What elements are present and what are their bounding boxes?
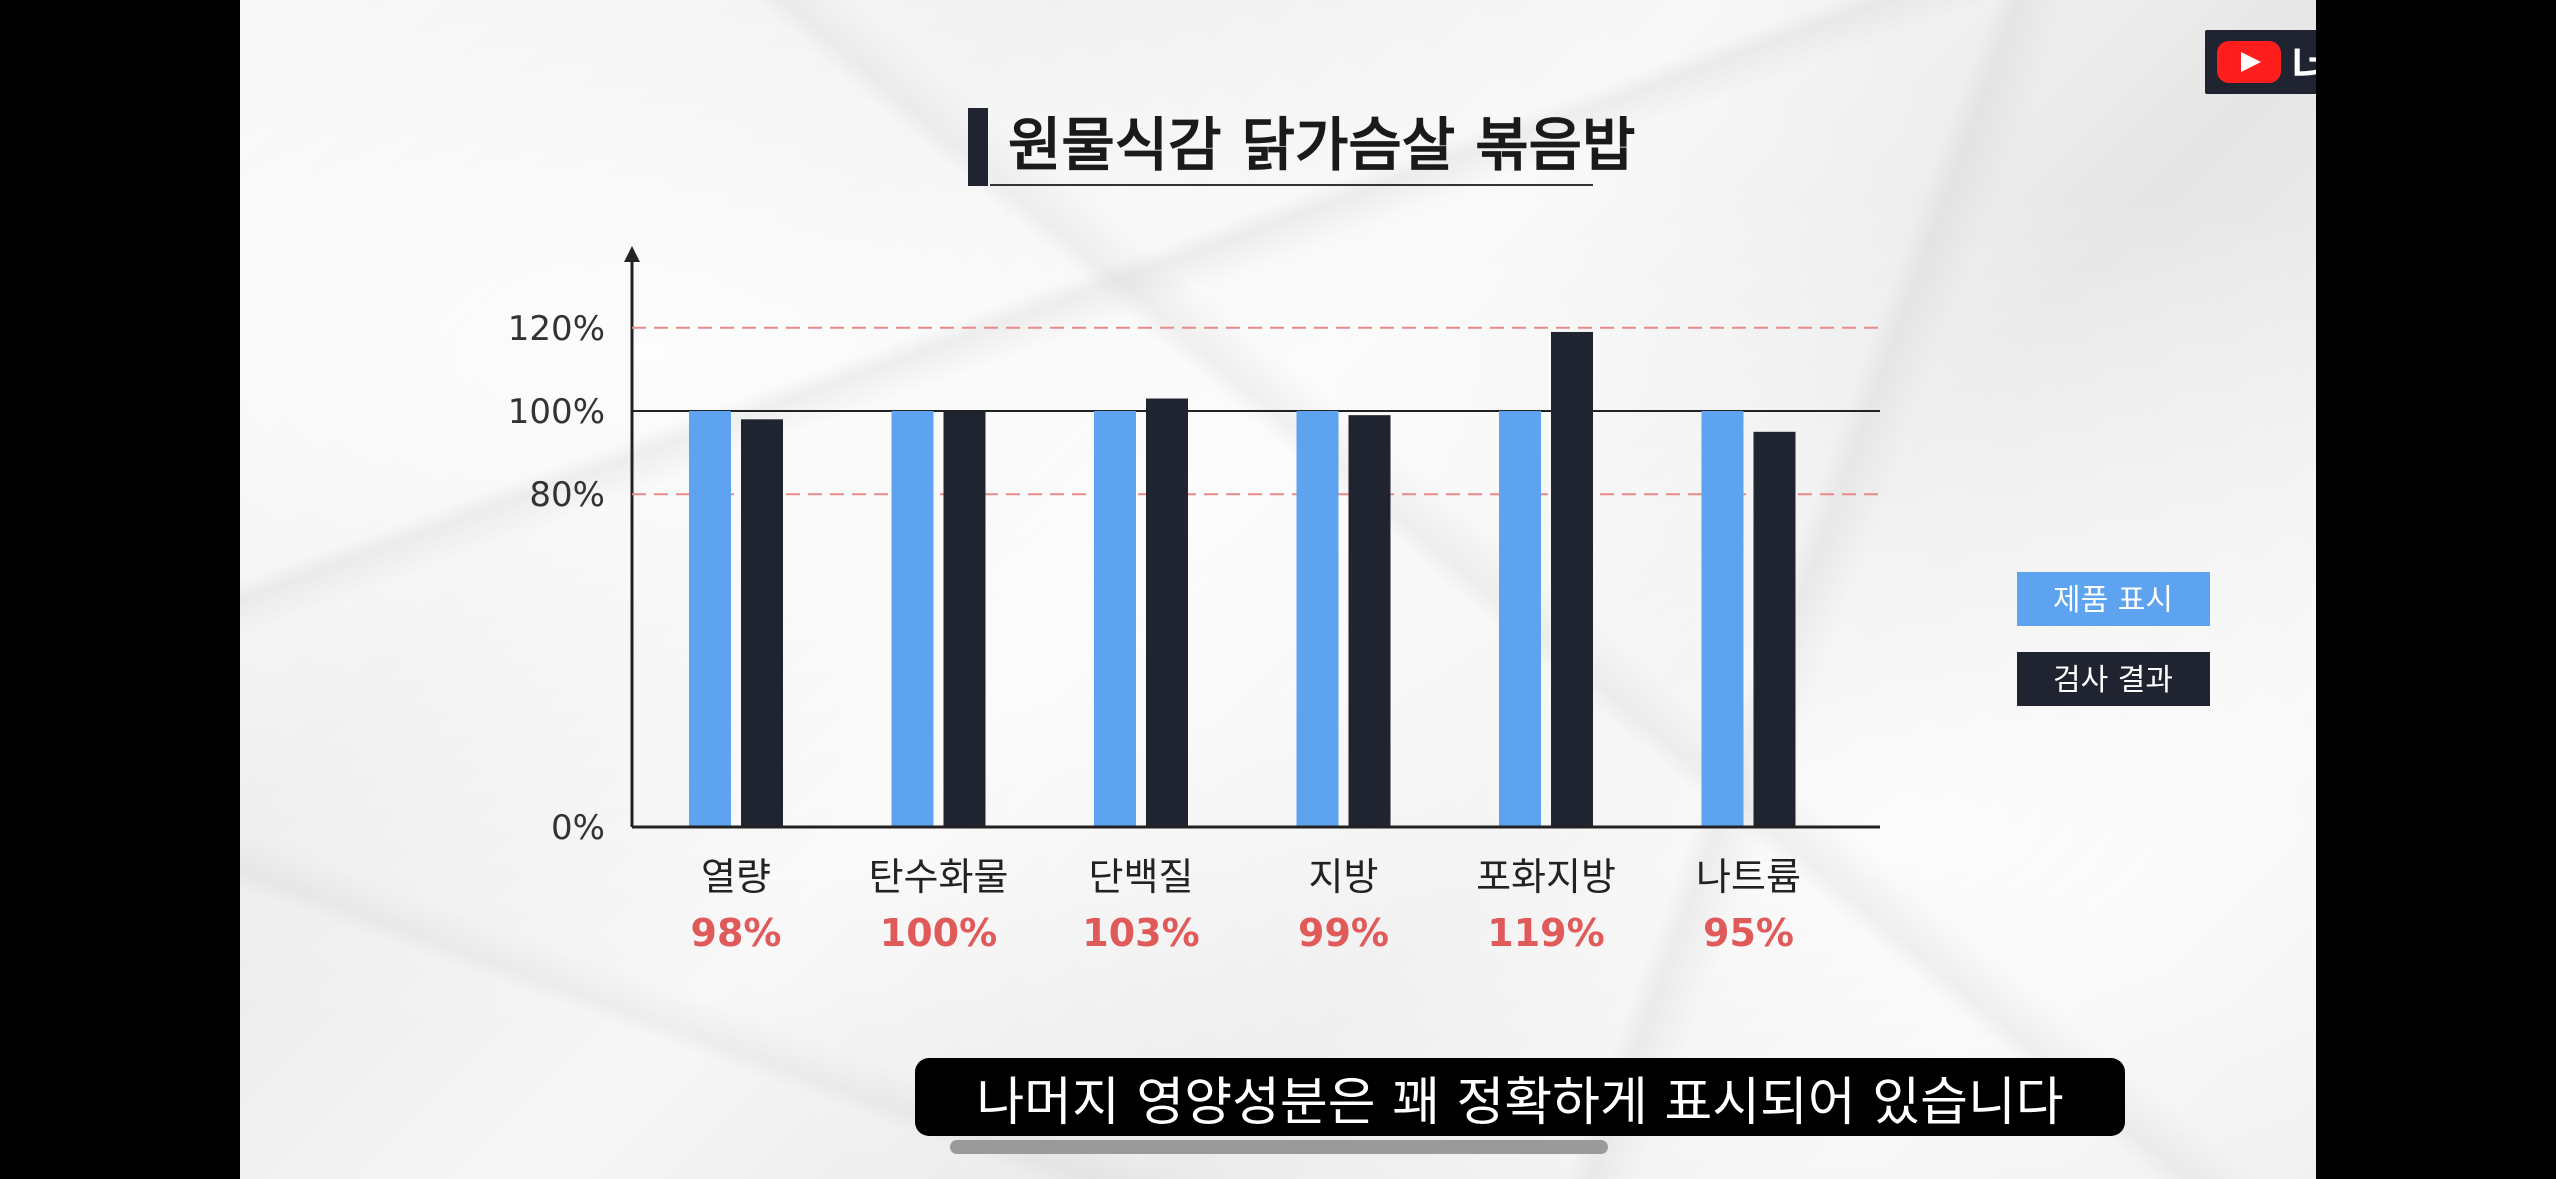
percent-label: 98% — [691, 911, 782, 955]
category-label: 지방 — [1309, 855, 1379, 899]
category-label: 탄수화물 — [869, 855, 1009, 899]
bar-test — [1551, 331, 1593, 827]
percent-label: 100% — [880, 911, 997, 955]
bar-label — [1094, 411, 1136, 827]
video-subtitle: 나머지 영양성분은 꽤 정확하게 표시되어 있습니다 — [915, 1058, 2125, 1136]
category-label: 열량 — [701, 855, 771, 899]
legend-swatch — [2017, 652, 2210, 706]
bar-test — [741, 419, 783, 827]
y-tick-label: 120% — [508, 309, 605, 349]
youtube-play-icon — [2217, 41, 2281, 83]
bar-label — [1701, 411, 1744, 827]
legend-label: 검사 결과 — [2053, 663, 2173, 698]
category-label: 나트륨 — [1696, 855, 1801, 899]
bar-test — [1348, 415, 1391, 827]
bar-test — [943, 411, 986, 827]
percent-label: 99% — [1298, 911, 1389, 955]
bar-label — [891, 411, 934, 827]
video-progress-bar[interactable] — [950, 1140, 1608, 1154]
percent-label: 95% — [1703, 911, 1794, 955]
video-frame: 원물식감 닭가슴살 볶음밥 0% 80% 100% 120% 열량 98% 탄수화물 100%… — [240, 0, 2316, 1179]
channel-name: 너구리다고 — [2291, 41, 2316, 92]
channel-badge: 너구리다고 — [2205, 30, 2316, 94]
y-tick-label: 100% — [508, 392, 605, 432]
bar-test — [1753, 431, 1796, 827]
y-tick-label: 0% — [551, 808, 605, 848]
percent-label: 103% — [1082, 911, 1199, 955]
nutrition-bar-chart: 원물식감 닭가슴살 볶음밥 0% 80% 100% 120% 열량 98% 탄수화물 100%… — [508, 108, 2210, 955]
bar-test — [1146, 398, 1188, 827]
percent-label: 119% — [1487, 911, 1604, 955]
y-tick-label: 80% — [529, 475, 605, 515]
legend-swatch — [2017, 572, 2210, 626]
bar-label — [1296, 411, 1339, 827]
y-axis-arrow-icon — [624, 246, 640, 262]
legend-label: 제품 표시 — [2053, 583, 2173, 618]
chart-title: 원물식감 닭가슴살 볶음밥 — [1008, 111, 1635, 179]
category-label: 포화지방 — [1476, 855, 1616, 899]
bar-label — [689, 411, 731, 827]
title-accent-bar — [968, 108, 988, 186]
category-label: 단백질 — [1089, 855, 1194, 899]
bar-label — [1499, 411, 1541, 827]
